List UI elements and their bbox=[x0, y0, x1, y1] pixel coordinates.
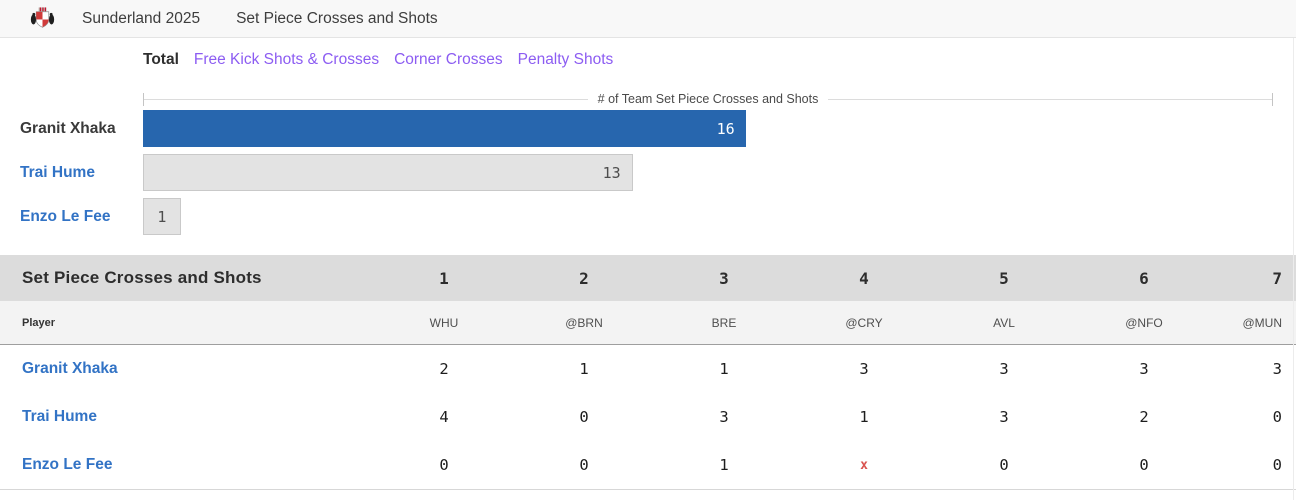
dnp-marker: x bbox=[860, 457, 868, 473]
stat-cell: 2 bbox=[1139, 408, 1149, 426]
page-title: Set Piece Crosses and Shots bbox=[236, 9, 438, 27]
chart-player-label-granit-xhaka: Granit Xhaka bbox=[20, 119, 116, 137]
opponent-whu: WHU bbox=[429, 315, 459, 330]
stat-cell: 0 bbox=[1272, 456, 1282, 474]
stat-cell: 3 bbox=[999, 408, 1009, 426]
chart-row-trai-hume: Trai Hume 13 bbox=[0, 154, 1296, 191]
stat-cell: 0 bbox=[579, 456, 589, 474]
bar-chart: Granit Xhaka 16 Trai Hume 13 Enzo Le Fee 1 bbox=[0, 110, 1296, 235]
table-subheader-row: Player WHU @BRN BRE @CRY AVL @NFO @MUN bbox=[0, 301, 1296, 345]
opponent-bre: BRE bbox=[711, 315, 737, 330]
axis-title: # of Team Set Piece Crosses and Shots bbox=[597, 92, 819, 106]
axis-line-right bbox=[828, 98, 1273, 100]
tab-corner-crosses[interactable]: Corner Crosses bbox=[394, 50, 503, 68]
opponent-brn: @BRN bbox=[565, 315, 603, 330]
game-number-2: 2 bbox=[579, 268, 589, 288]
axis-left-tick bbox=[143, 92, 144, 106]
axis-line-left bbox=[144, 98, 588, 100]
stat-cell: 1 bbox=[859, 408, 869, 426]
table-body: Granit Xhaka 2 1 1 3 3 3 3 Trai Hume 4 0 3 1 3 2 0 Enzo … bbox=[0, 345, 1296, 490]
table-row-enzo-le-fee: Enzo Le Fee 0 0 1 x 0 0 0 bbox=[0, 441, 1296, 489]
stat-cell: 3 bbox=[1139, 360, 1149, 378]
stat-cell: 3 bbox=[1272, 360, 1282, 378]
chart-track: 13 bbox=[143, 154, 1273, 191]
stat-cell: 3 bbox=[999, 360, 1009, 378]
chart-row-granit-xhaka: Granit Xhaka 16 bbox=[0, 110, 1296, 147]
stat-cell: 0 bbox=[1139, 456, 1149, 474]
bar-enzo-le-fee: 1 bbox=[143, 198, 181, 235]
table-header-row: Set Piece Crosses and Shots 1 2 3 4 5 6 7 bbox=[0, 255, 1296, 301]
chart-track: 16 bbox=[143, 110, 1273, 147]
stat-cell: 2 bbox=[439, 360, 449, 378]
table-row-granit-xhaka: Granit Xhaka 2 1 1 3 3 3 3 bbox=[0, 345, 1296, 393]
bar-granit-xhaka: 16 bbox=[143, 110, 746, 147]
stat-cell: 1 bbox=[579, 360, 589, 378]
stat-cell: 0 bbox=[439, 456, 449, 474]
stat-cell: 1 bbox=[719, 456, 729, 474]
player-link-enzo-le-fee[interactable]: Enzo Le Fee bbox=[22, 456, 113, 473]
axis-right-tick bbox=[1272, 92, 1274, 106]
chart-axis: # of Team Set Piece Crosses and Shots bbox=[143, 92, 1274, 106]
tab-penalty-shots[interactable]: Penalty Shots bbox=[517, 50, 614, 68]
stat-cell: 1 bbox=[719, 360, 729, 378]
tab-total[interactable]: Total bbox=[143, 50, 179, 68]
bar-value-label: 13 bbox=[602, 163, 621, 182]
stat-cell: 3 bbox=[719, 408, 729, 426]
table-row-trai-hume: Trai Hume 4 0 3 1 3 2 0 bbox=[0, 393, 1296, 441]
opponent-avl: AVL bbox=[993, 315, 1015, 330]
stat-cell: 3 bbox=[859, 360, 869, 378]
table-title: Set Piece Crosses and Shots bbox=[22, 268, 262, 287]
game-number-3: 3 bbox=[719, 268, 729, 288]
opponent-mun: @MUN bbox=[1242, 315, 1282, 330]
game-number-7: 7 bbox=[1272, 268, 1282, 288]
player-link-granit-xhaka[interactable]: Granit Xhaka bbox=[22, 360, 118, 377]
game-number-6: 6 bbox=[1139, 268, 1149, 288]
stat-cell: 0 bbox=[579, 408, 589, 426]
stats-table: Set Piece Crosses and Shots 1 2 3 4 5 6 7 Play… bbox=[0, 255, 1296, 490]
player-link-trai-hume[interactable]: Trai Hume bbox=[22, 408, 97, 425]
stat-cell: 0 bbox=[999, 456, 1009, 474]
chart-track: 1 bbox=[143, 198, 1273, 235]
bar-trai-hume: 13 bbox=[143, 154, 633, 191]
stat-cell: 0 bbox=[1272, 408, 1282, 426]
tab-free-kick-shots-crosses[interactable]: Free Kick Shots & Crosses bbox=[193, 50, 380, 68]
bar-value-label: 1 bbox=[157, 207, 167, 226]
bar-value-label: 16 bbox=[716, 119, 735, 138]
opponent-cry: @CRY bbox=[845, 315, 883, 330]
game-number-4: 4 bbox=[859, 268, 869, 288]
page-header: Sunderland 2025 Set Piece Crosses and Sh… bbox=[0, 0, 1296, 38]
stat-cell: 4 bbox=[439, 408, 449, 426]
team-title: Sunderland 2025 bbox=[82, 9, 201, 27]
game-number-1: 1 bbox=[439, 268, 449, 288]
chart-player-label-enzo-le-fee[interactable]: Enzo Le Fee bbox=[20, 207, 111, 225]
chart-player-label-trai-hume[interactable]: Trai Hume bbox=[20, 163, 95, 181]
tabs: Total Free Kick Shots & Crosses Corner Cro… bbox=[143, 49, 1296, 70]
game-number-5: 5 bbox=[999, 268, 1009, 288]
sunderland-crest-icon bbox=[30, 7, 55, 28]
opponent-nfo: @NFO bbox=[1125, 315, 1163, 330]
player-column-label: Player bbox=[22, 316, 56, 329]
chart-row-enzo-le-fee: Enzo Le Fee 1 bbox=[0, 198, 1296, 235]
